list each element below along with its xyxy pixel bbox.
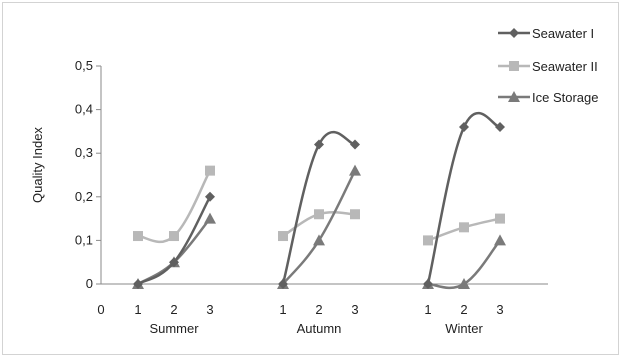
- x-group-label: Winter: [445, 321, 483, 336]
- y-axis-title: Quality Index: [30, 127, 45, 203]
- data-point-square: [495, 213, 505, 224]
- chart-frame: [2, 2, 619, 355]
- data-point-diamond: [205, 191, 215, 202]
- legend-item: Ice Storage: [498, 90, 599, 105]
- y-tick-label: 0,3: [75, 145, 93, 160]
- series-ice-storage: [132, 164, 506, 290]
- series-line: [281, 130, 356, 285]
- y-tick-label: 0,4: [75, 102, 93, 117]
- data-point-diamond: [423, 279, 433, 289]
- data-point-triangle: [349, 164, 361, 176]
- legend-item: Seawater I: [498, 26, 594, 41]
- y-tick-label: 0: [86, 276, 93, 291]
- data-point-triangle: [313, 234, 325, 246]
- data-point-diamond: [495, 122, 505, 133]
- data-point-square: [133, 231, 143, 242]
- legend-label: Ice Storage: [532, 90, 599, 105]
- legend-label: Seawater II: [532, 59, 598, 74]
- data-point-diamond: [133, 279, 143, 289]
- data-point-square: [314, 209, 324, 220]
- y-tick-label: 0,1: [75, 232, 93, 247]
- x-tick-label: 1: [424, 302, 431, 317]
- x-group-label: Summer: [149, 321, 199, 336]
- x-tick-label: 3: [206, 302, 213, 317]
- x-tick-label: 3: [351, 302, 358, 317]
- y-tick-label: 0,2: [75, 189, 93, 204]
- data-point-diamond: [509, 28, 519, 38]
- data-point-diamond: [459, 122, 469, 133]
- series-line: [137, 217, 211, 286]
- data-point-square: [278, 231, 288, 242]
- data-point-diamond: [169, 257, 179, 268]
- y-tick-label: 0,5: [75, 58, 93, 73]
- x-tick-label: 3: [496, 302, 503, 317]
- data-point-square: [205, 165, 215, 176]
- x-tick-label: 2: [460, 302, 467, 317]
- x-origin-label: 0: [97, 302, 104, 317]
- legend-label: Seawater I: [532, 26, 594, 41]
- x-tick-label: 2: [315, 302, 322, 317]
- legend-item: Seawater II: [498, 59, 598, 74]
- data-point-triangle: [508, 91, 520, 102]
- series-seawater-i: [133, 111, 505, 289]
- x-tick-label: 1: [134, 302, 141, 317]
- x-tick-label: 1: [279, 302, 286, 317]
- data-point-diamond: [314, 139, 324, 150]
- data-point-square: [459, 222, 469, 233]
- data-point-triangle: [204, 212, 216, 224]
- data-point-square: [350, 209, 360, 220]
- data-point-triangle: [494, 234, 506, 246]
- data-point-triangle: [458, 278, 470, 289]
- series-line: [426, 111, 501, 285]
- x-tick-label: 2: [170, 302, 177, 317]
- data-point-diamond: [278, 279, 288, 289]
- data-point-square: [423, 235, 433, 246]
- data-point-square: [169, 231, 179, 242]
- x-group-label: Autumn: [297, 321, 342, 336]
- data-point-square: [509, 61, 519, 71]
- data-point-diamond: [350, 139, 360, 150]
